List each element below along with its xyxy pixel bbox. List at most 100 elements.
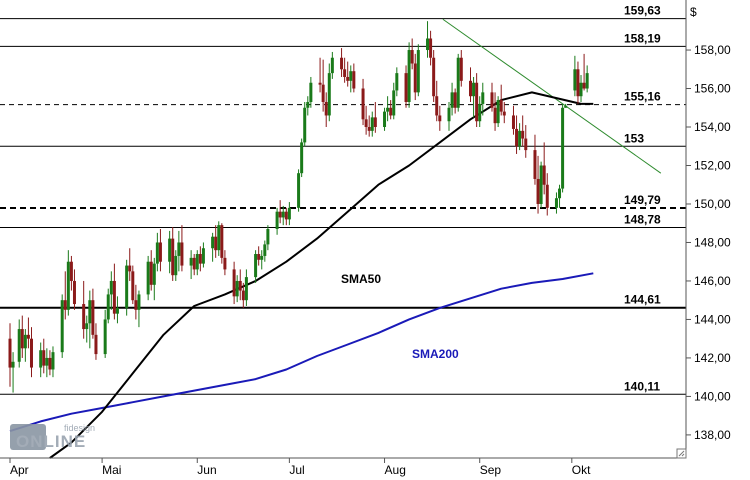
candle-body: [432, 57, 436, 97]
candle: [284, 207, 288, 226]
candle-body: [211, 236, 215, 249]
candle: [8, 323, 12, 387]
candle-body: [496, 100, 500, 124]
level-label: 149,79: [624, 193, 661, 207]
candle-body: [201, 248, 205, 264]
candle: [564, 103, 568, 108]
candlestick-series: [8, 21, 589, 393]
x-tick-label: Okt: [572, 463, 591, 477]
candle-body: [149, 261, 153, 285]
candle-body: [493, 107, 497, 124]
candle: [364, 105, 368, 135]
candle: [542, 142, 546, 195]
candle-body: [573, 69, 577, 91]
candle: [214, 225, 218, 258]
candle: [453, 88, 457, 114]
candle-body: [343, 69, 347, 77]
y-tick-label: 148,00: [694, 235, 731, 249]
candle: [232, 261, 236, 305]
x-tick-label: Apr: [10, 463, 29, 477]
candle: [318, 57, 322, 93]
candle-body: [533, 150, 537, 179]
candle-body: [367, 127, 371, 131]
candle-body: [42, 350, 46, 366]
candle-body: [158, 242, 162, 262]
candle: [321, 59, 325, 112]
candle-body: [198, 254, 202, 264]
resize-corner-icon[interactable]: [676, 448, 687, 459]
candle: [109, 271, 113, 310]
candle-body: [456, 57, 460, 108]
candle-body: [426, 38, 430, 51]
plot-background: [0, 0, 686, 458]
level-label: 153: [624, 131, 644, 145]
candle: [146, 255, 150, 301]
candle-body: [257, 254, 261, 260]
candle-body: [39, 350, 43, 368]
y-axis: 138,00 140,00 142,00 144,00 146,00 148,00 150,…: [686, 43, 731, 442]
candle: [177, 230, 181, 272]
candle: [235, 275, 239, 303]
candle-body: [168, 238, 172, 262]
candle-body: [303, 107, 307, 143]
candle: [23, 329, 27, 362]
candle-body: [536, 178, 540, 204]
candle-body: [115, 307, 119, 314]
candle-body: [318, 82, 322, 85]
candle: [327, 63, 331, 122]
candle: [82, 280, 86, 339]
candle: [386, 96, 390, 122]
candle: [496, 96, 500, 128]
x-tick-label: Sep: [480, 463, 502, 477]
candle: [573, 55, 577, 97]
y-tick-label: 154,00: [694, 120, 731, 134]
candle: [404, 65, 408, 108]
candle-body: [26, 334, 30, 339]
candle: [211, 232, 215, 262]
candle: [63, 271, 67, 320]
candle: [134, 284, 138, 320]
candle: [85, 315, 89, 343]
candle-body: [189, 257, 193, 266]
candle-body: [278, 211, 282, 218]
candle: [115, 296, 119, 324]
y-tick-label: 140,00: [694, 389, 731, 403]
candle-body: [48, 357, 52, 370]
candle-body: [502, 111, 506, 116]
candle-body: [260, 255, 264, 260]
candle: [361, 78, 365, 126]
candle: [389, 100, 393, 120]
candle: [238, 269, 242, 301]
candle: [149, 250, 153, 291]
candle-body: [20, 329, 24, 349]
candle-body: [404, 73, 408, 102]
candle-body: [281, 211, 285, 218]
candle-body: [450, 92, 454, 108]
candle: [346, 61, 350, 87]
candle-body: [416, 50, 420, 93]
candle: [180, 225, 184, 272]
candle-body: [266, 229, 270, 245]
candle-body: [177, 242, 181, 256]
candle: [554, 192, 558, 214]
candle-body: [582, 82, 586, 89]
watermark-logo: fidesign ONLINE: [10, 423, 95, 451]
candle: [217, 221, 221, 256]
candle: [478, 96, 482, 128]
candle-body: [146, 261, 150, 295]
candle-body: [238, 280, 242, 291]
candle-body: [349, 71, 353, 81]
candle: [373, 101, 377, 133]
candle-body: [63, 300, 67, 310]
candle-body: [413, 63, 417, 93]
candle: [459, 50, 463, 87]
candle-body: [134, 300, 138, 310]
candle-body: [542, 165, 546, 185]
candle: [72, 269, 76, 310]
candle-body: [545, 184, 549, 208]
candle-body: [220, 225, 224, 258]
candle: [579, 75, 583, 102]
candle: [410, 38, 414, 70]
candle: [392, 82, 396, 120]
